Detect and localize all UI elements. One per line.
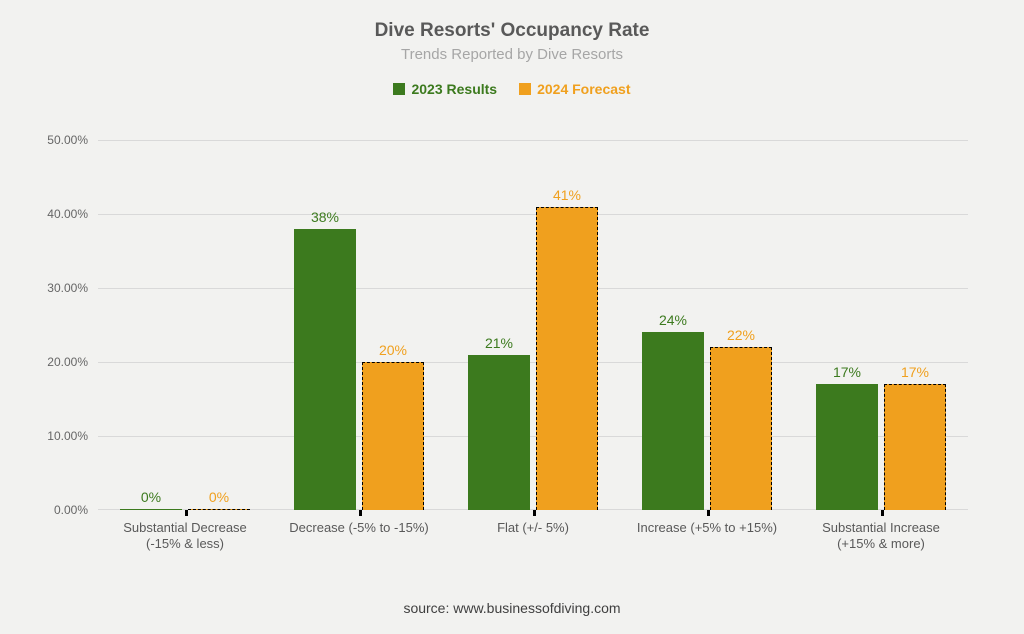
y-tick-label: 20.00% bbox=[47, 355, 88, 369]
bar-value-label: 24% bbox=[642, 312, 704, 328]
bar-forecast: 41% bbox=[536, 207, 598, 510]
bar-results: 38% bbox=[294, 229, 356, 510]
legend-item-forecast: 2024 Forecast bbox=[519, 81, 630, 97]
legend-swatch-forecast bbox=[519, 83, 531, 95]
y-tick-label: 10.00% bbox=[47, 429, 88, 443]
y-tick-label: 30.00% bbox=[47, 281, 88, 295]
bar-value-label: 41% bbox=[536, 187, 598, 203]
bar-value-label: 17% bbox=[884, 364, 946, 380]
legend: 2023 Results 2024 Forecast bbox=[0, 63, 1024, 97]
bar-value-label: 21% bbox=[468, 335, 530, 351]
bar-results: 21% bbox=[468, 355, 530, 510]
legend-item-results: 2023 Results bbox=[393, 81, 497, 97]
bar-value-label: 0% bbox=[188, 489, 250, 505]
x-tick bbox=[185, 510, 188, 516]
category-group: 0%0%Substantial Decrease(-15% & less) bbox=[98, 140, 272, 510]
bar-forecast: 22% bbox=[710, 347, 772, 510]
bar-value-label: 0% bbox=[120, 489, 182, 505]
x-tick bbox=[707, 510, 710, 516]
x-tick bbox=[533, 510, 536, 516]
x-tick bbox=[881, 510, 884, 516]
plot-area: 0.00%10.00%20.00%30.00%40.00%50.00%0%0%S… bbox=[98, 140, 968, 510]
category-label: Increase (+5% to +15%) bbox=[620, 520, 794, 536]
category-label: Substantial Increase(+15% & more) bbox=[794, 520, 968, 553]
legend-swatch-results bbox=[393, 83, 405, 95]
y-tick-label: 40.00% bbox=[47, 207, 88, 221]
category-group: 24%22%Increase (+5% to +15%) bbox=[620, 140, 794, 510]
bar-value-label: 38% bbox=[294, 209, 356, 225]
bar-forecast: 0% bbox=[188, 509, 250, 510]
category-label: Decrease (-5% to -15%) bbox=[272, 520, 446, 536]
bar-forecast: 17% bbox=[884, 384, 946, 510]
category-label: Substantial Decrease(-15% & less) bbox=[98, 520, 272, 553]
legend-label-results: 2023 Results bbox=[411, 81, 497, 97]
bar-value-label: 20% bbox=[362, 342, 424, 358]
category-group: 17%17%Substantial Increase(+15% & more) bbox=[794, 140, 968, 510]
source-text: source: www.businessofdiving.com bbox=[0, 600, 1024, 616]
bar-results: 17% bbox=[816, 384, 878, 510]
y-tick-label: 0.00% bbox=[54, 503, 88, 517]
category-group: 21%41%Flat (+/- 5%) bbox=[446, 140, 620, 510]
bar-forecast: 20% bbox=[362, 362, 424, 510]
bar-results: 24% bbox=[642, 332, 704, 510]
y-tick-label: 50.00% bbox=[47, 133, 88, 147]
category-label: Flat (+/- 5%) bbox=[446, 520, 620, 536]
category-group: 38%20%Decrease (-5% to -15%) bbox=[272, 140, 446, 510]
legend-label-forecast: 2024 Forecast bbox=[537, 81, 630, 97]
chart-subtitle: Trends Reported by Dive Resorts bbox=[0, 42, 1024, 63]
chart-title: Dive Resorts' Occupancy Rate bbox=[0, 0, 1024, 42]
x-tick bbox=[359, 510, 362, 516]
bar-value-label: 17% bbox=[816, 364, 878, 380]
bar-results: 0% bbox=[120, 509, 182, 510]
bar-value-label: 22% bbox=[710, 327, 772, 343]
